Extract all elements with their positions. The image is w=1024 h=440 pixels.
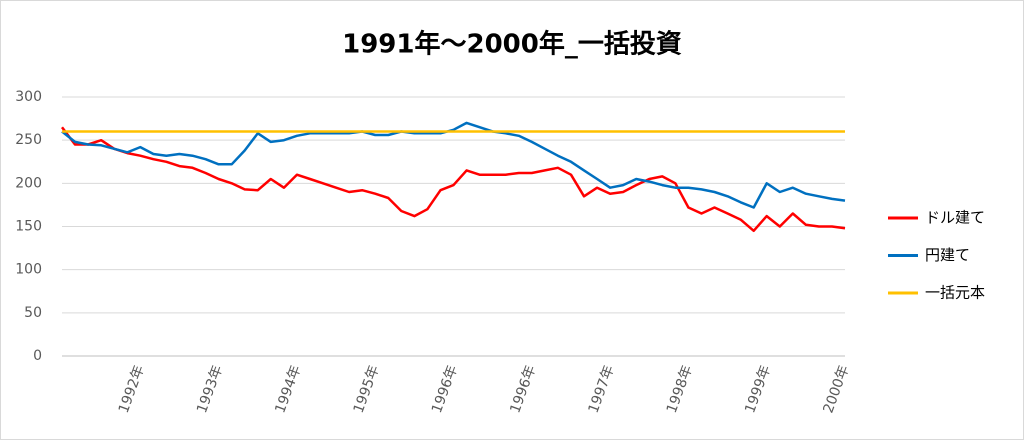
y-tick-label: 150 <box>15 219 42 235</box>
y-tick-label: 0 <box>33 348 42 364</box>
legend-label: ドル建て <box>925 209 985 227</box>
series-line <box>61 121 846 209</box>
y-tick-label: 200 <box>15 175 42 191</box>
y-tick-label: 50 <box>24 305 42 321</box>
y-tick-label: 100 <box>15 262 42 278</box>
y-tick-label: 250 <box>15 132 42 148</box>
legend-label: 一括元本 <box>925 284 985 302</box>
chart-title: 1991年～2000年_一括投資 <box>342 29 682 60</box>
series-line <box>61 126 846 233</box>
legend-label: 円建て <box>925 246 970 264</box>
y-tick-label: 300 <box>15 89 42 105</box>
